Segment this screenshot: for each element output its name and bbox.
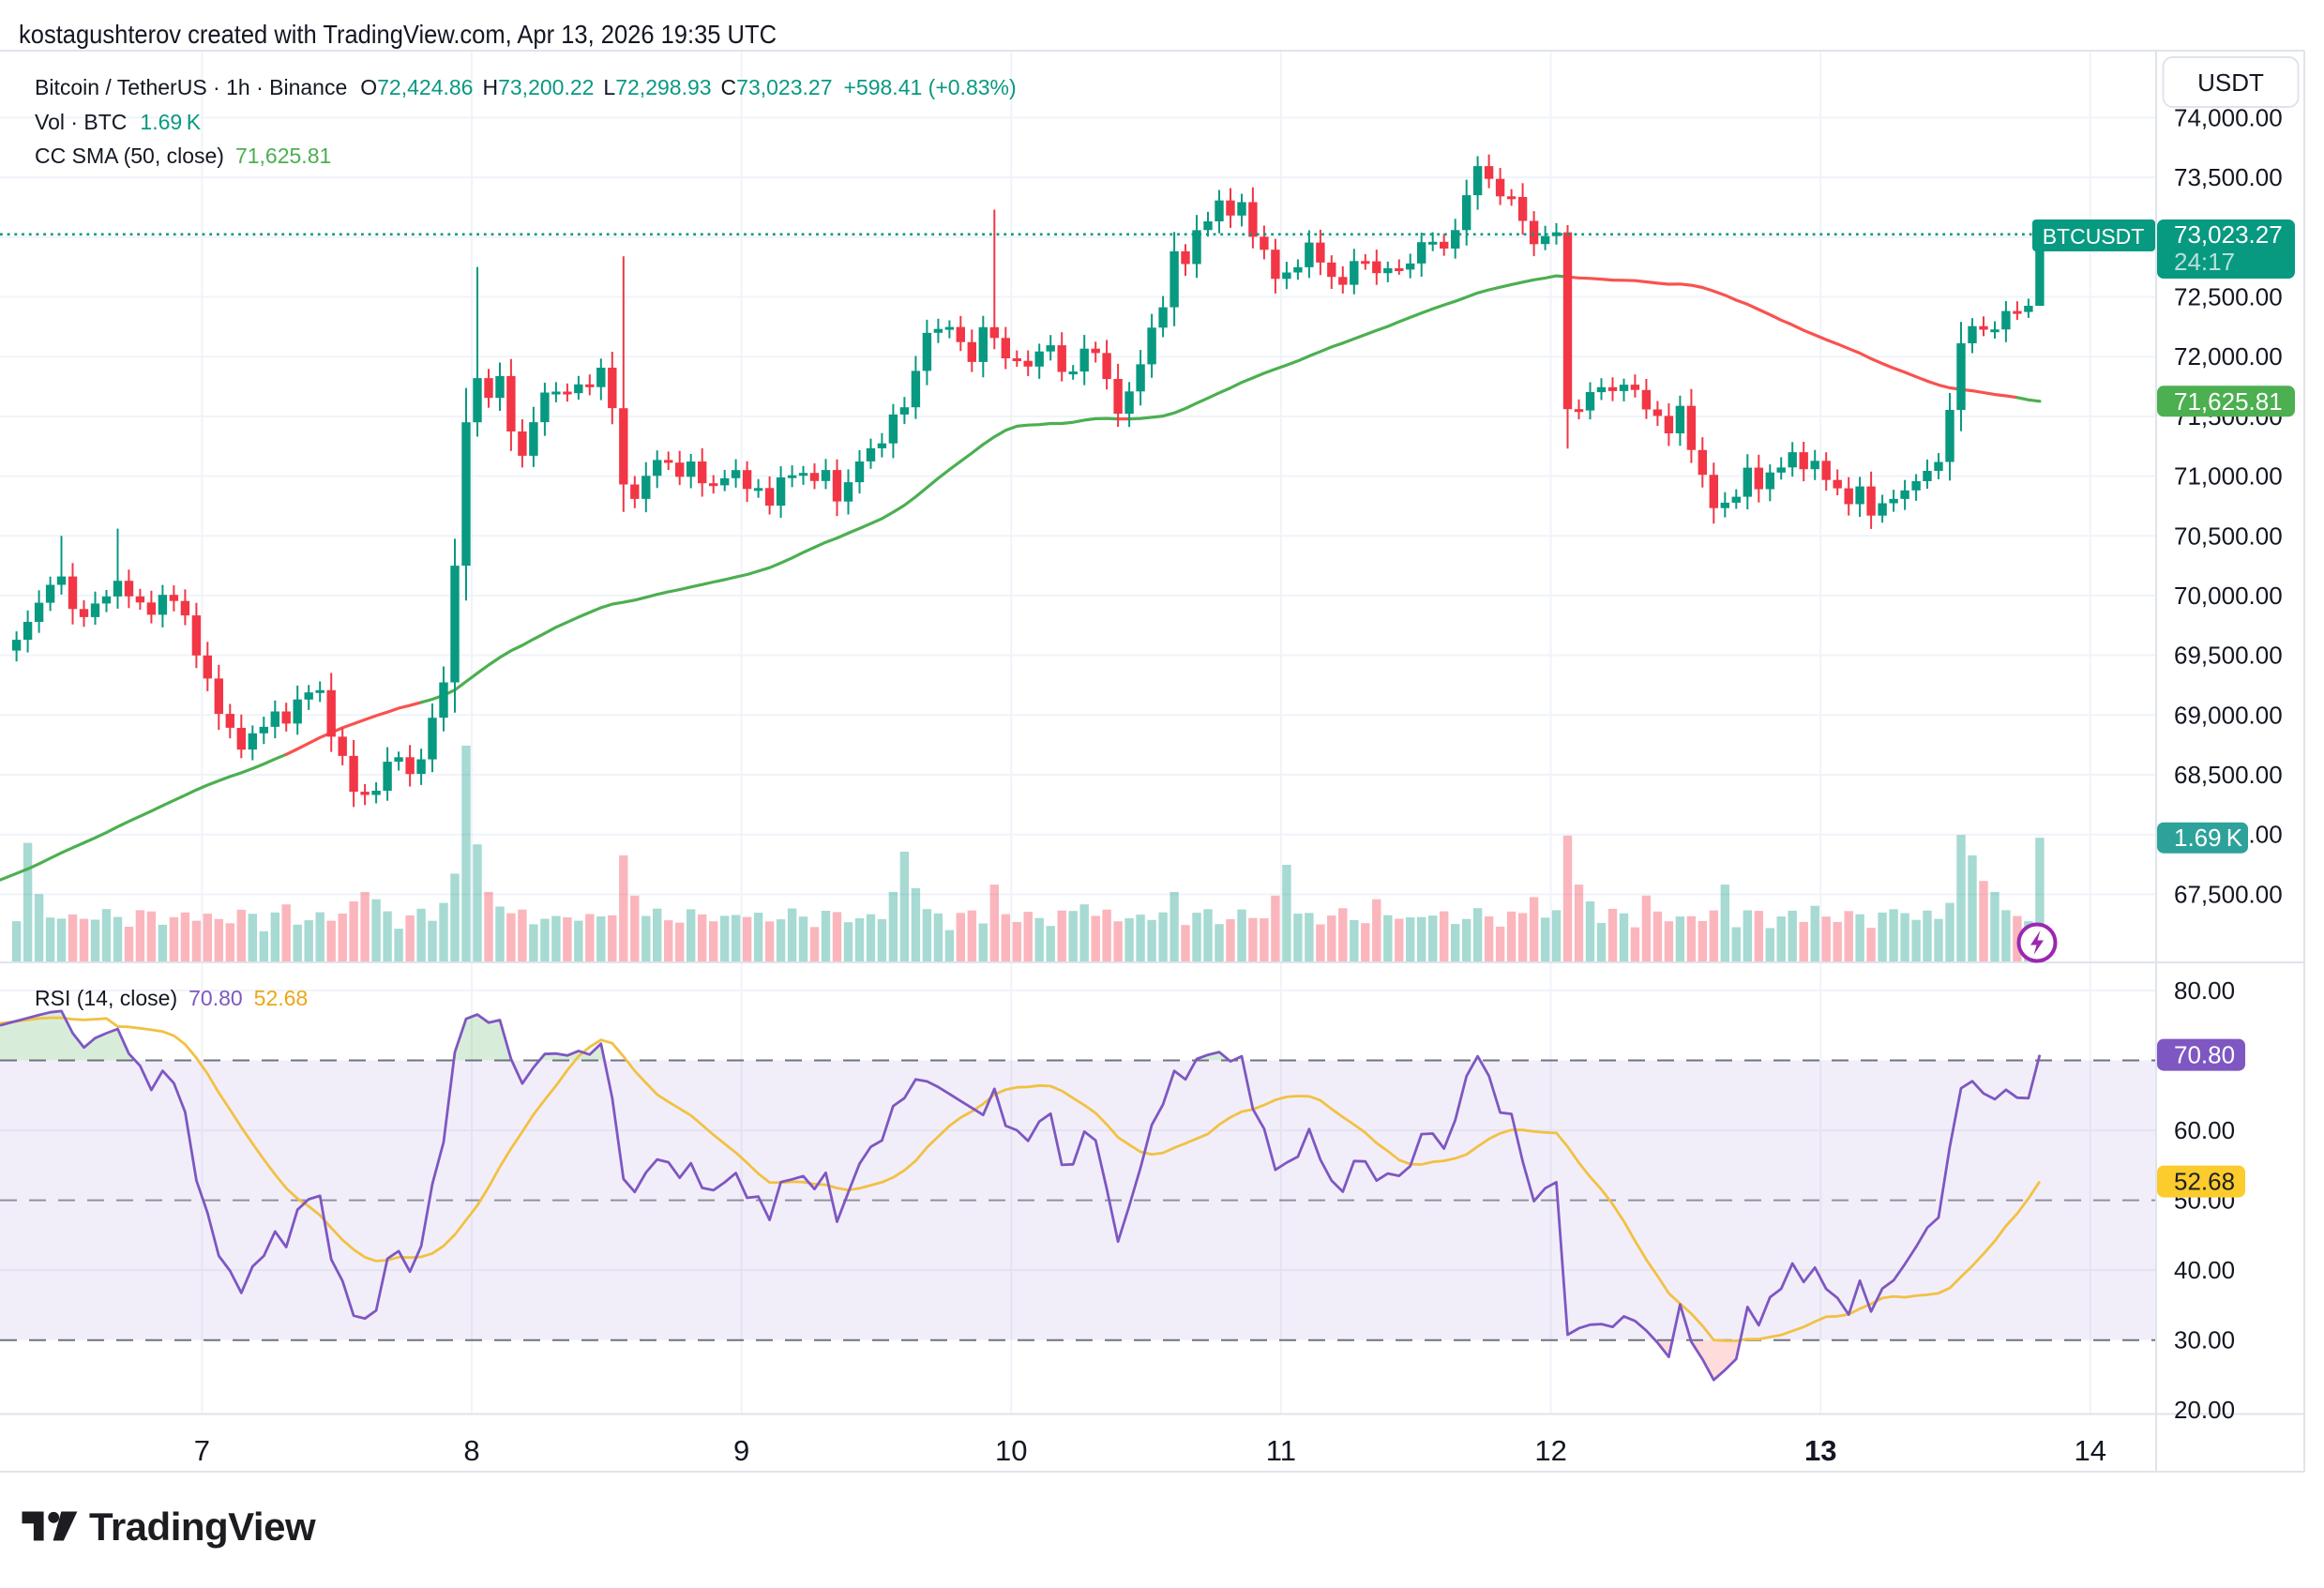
svg-text:80.00: 80.00 <box>2174 976 2235 1005</box>
svg-text:TradingView: TradingView <box>89 1505 316 1549</box>
svg-text:13: 13 <box>1804 1434 1836 1467</box>
svg-text:68,500.00: 68,500.00 <box>2174 761 2283 789</box>
svg-text:12: 12 <box>1534 1434 1566 1467</box>
svg-text:52.68: 52.68 <box>2174 1168 2235 1196</box>
svg-text:30.00: 30.00 <box>2174 1326 2235 1354</box>
svg-text:70,500.00: 70,500.00 <box>2174 522 2283 550</box>
svg-text:70,000.00: 70,000.00 <box>2174 582 2283 610</box>
svg-text:kostagushterov created with Tr: kostagushterov created with TradingView.… <box>19 20 777 49</box>
svg-text:20.00: 20.00 <box>2174 1396 2235 1424</box>
svg-text:60.00: 60.00 <box>2174 1116 2235 1144</box>
svg-text:71,625.81: 71,625.81 <box>2174 387 2283 416</box>
svg-text:40.00: 40.00 <box>2174 1256 2235 1284</box>
svg-text:14: 14 <box>2075 1434 2106 1467</box>
svg-text:USDT: USDT <box>2197 68 2264 97</box>
svg-text:69,500.00: 69,500.00 <box>2174 642 2283 670</box>
svg-text:7: 7 <box>194 1434 210 1467</box>
svg-text:Bitcoin / TetherUS · 1h · Bina: Bitcoin / TetherUS · 1h · Binance O72,424… <box>35 75 1017 99</box>
svg-text:72,000.00: 72,000.00 <box>2174 342 2283 371</box>
svg-text:73,023.27: 73,023.27 <box>2174 220 2283 249</box>
svg-text:71,000.00: 71,000.00 <box>2174 462 2283 491</box>
svg-text:8: 8 <box>463 1434 479 1467</box>
svg-text:67,500.00: 67,500.00 <box>2174 880 2283 908</box>
svg-text:24:17: 24:17 <box>2174 248 2235 276</box>
svg-text:BTCUSDT: BTCUSDT <box>2043 224 2145 249</box>
svg-text:74,000.00: 74,000.00 <box>2174 103 2283 131</box>
svg-text:1.69 K: 1.69 K <box>2174 824 2243 852</box>
svg-text:11: 11 <box>1266 1434 1296 1467</box>
svg-text:70.80: 70.80 <box>2174 1041 2235 1069</box>
svg-text:9: 9 <box>733 1434 749 1467</box>
svg-text:CC SMA (50, close)71,625.81: CC SMA (50, close) 71,625.81 <box>35 144 331 168</box>
svg-text:10: 10 <box>995 1434 1027 1467</box>
svg-text:72,500.00: 72,500.00 <box>2174 283 2283 311</box>
svg-text:73,500.00: 73,500.00 <box>2174 163 2283 191</box>
svg-text:69,000.00: 69,000.00 <box>2174 701 2283 729</box>
